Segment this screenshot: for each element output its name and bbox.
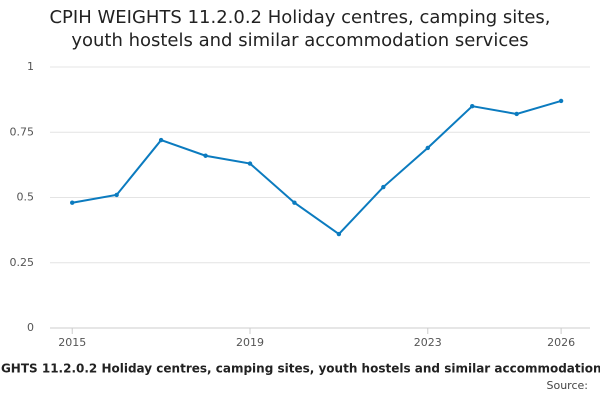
chart-title: CPIH WEIGHTS 11.2.0.2 Holiday centres, c…: [49, 7, 551, 51]
point: [292, 200, 297, 205]
point: [70, 200, 75, 205]
y-tick-label: 0.25: [10, 256, 35, 269]
y-tick-label: 0.75: [10, 125, 35, 138]
point: [247, 161, 253, 166]
point: [470, 103, 475, 109]
x-tick-label: 2019: [236, 336, 264, 349]
y-tick-label: 1: [27, 60, 34, 73]
x-tick-label: 2026: [547, 336, 575, 349]
x-tick-label: 2015: [58, 336, 86, 349]
x-axis-title: CPIH WEIGHTS 11.2.0.2 Holiday centres, c…: [0, 362, 600, 376]
point: [158, 137, 164, 143]
point: [425, 145, 430, 151]
y-tick-label: 0: [27, 321, 34, 334]
point: [514, 111, 519, 117]
point: [381, 184, 386, 190]
line: [72, 99, 562, 236]
point: [203, 153, 208, 158]
x-tick-label: 2023: [414, 336, 442, 349]
y-tick-label: 0.5: [17, 191, 35, 204]
point: [558, 98, 564, 104]
point: [336, 231, 342, 237]
point: [114, 192, 119, 198]
source: Source:: [547, 379, 589, 392]
